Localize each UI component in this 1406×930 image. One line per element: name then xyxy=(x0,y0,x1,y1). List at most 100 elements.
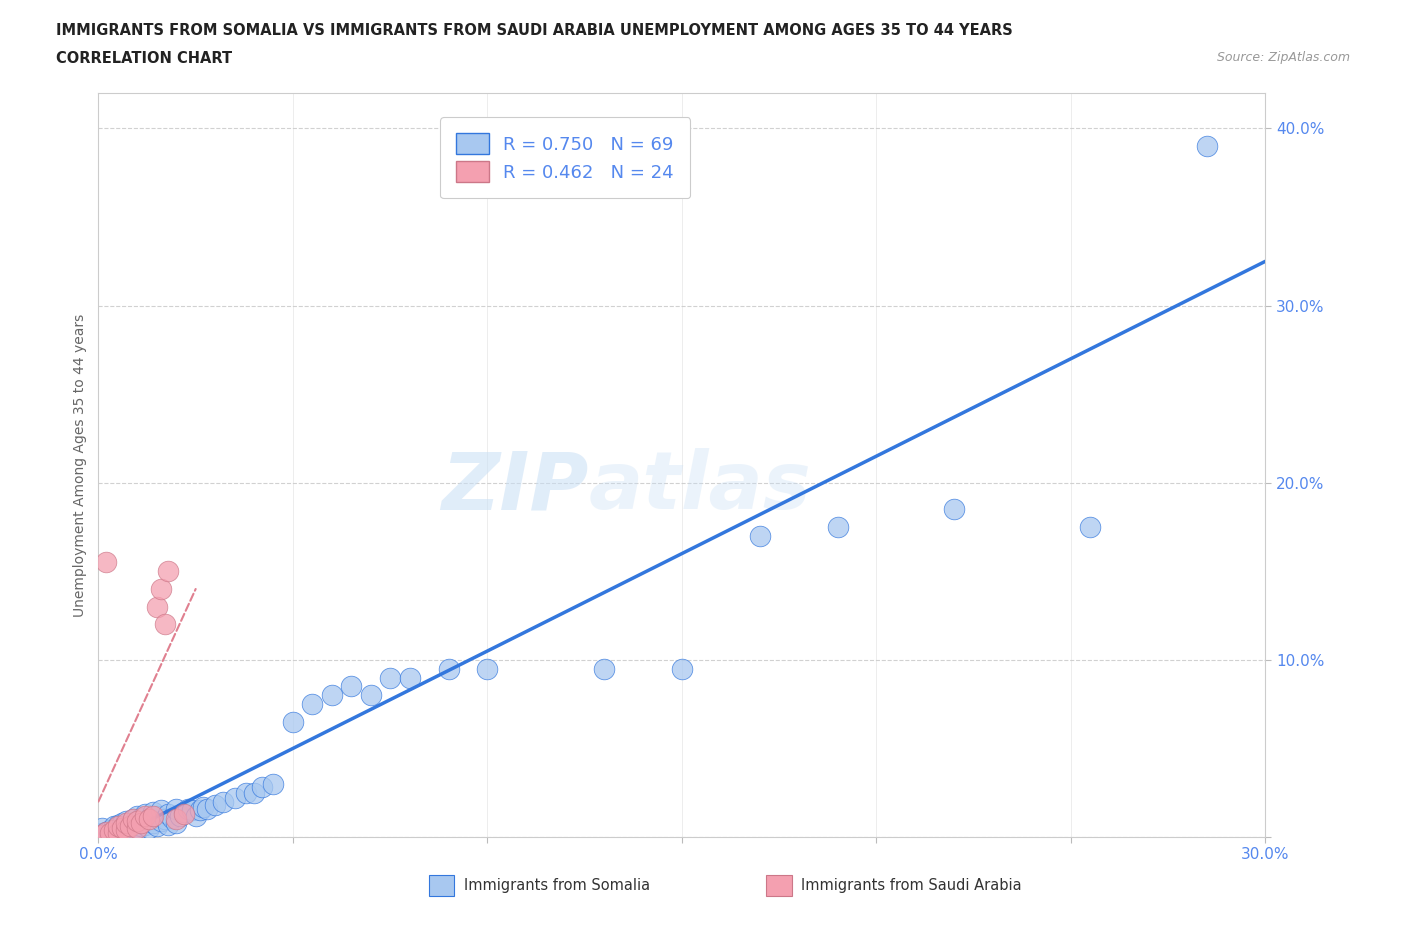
Point xyxy=(103,822,125,837)
Point xyxy=(142,808,165,823)
Point xyxy=(149,803,172,817)
Point xyxy=(250,780,273,795)
Point xyxy=(122,812,145,827)
Text: ZIP: ZIP xyxy=(441,448,589,526)
Point xyxy=(321,688,343,703)
Point xyxy=(142,804,165,819)
Point xyxy=(107,826,129,841)
Point xyxy=(340,679,363,694)
Point xyxy=(127,820,149,835)
Point xyxy=(114,820,136,835)
Point xyxy=(437,661,460,676)
Point xyxy=(96,824,118,839)
Point xyxy=(180,803,202,817)
Point xyxy=(122,819,145,834)
Point xyxy=(98,822,121,837)
Point xyxy=(134,817,156,832)
Point xyxy=(398,671,420,685)
Point xyxy=(193,800,215,815)
Point xyxy=(111,816,134,830)
Point xyxy=(107,817,129,832)
Text: CORRELATION CHART: CORRELATION CHART xyxy=(56,51,232,66)
Point xyxy=(129,810,152,825)
Point xyxy=(114,816,136,830)
Point xyxy=(157,564,180,578)
Point xyxy=(96,824,118,839)
Point xyxy=(107,824,129,839)
Point xyxy=(162,810,184,825)
Point xyxy=(96,555,118,570)
Text: Source: ZipAtlas.com: Source: ZipAtlas.com xyxy=(1216,51,1350,64)
Point xyxy=(98,826,121,841)
Text: atlas: atlas xyxy=(589,448,811,526)
Point xyxy=(127,808,149,823)
Point xyxy=(177,802,200,817)
Text: IMMIGRANTS FROM SOMALIA VS IMMIGRANTS FROM SAUDI ARABIA UNEMPLOYMENT AMONG AGES : IMMIGRANTS FROM SOMALIA VS IMMIGRANTS FR… xyxy=(56,23,1012,38)
Point xyxy=(169,808,191,823)
Point xyxy=(184,808,207,823)
Point xyxy=(118,824,141,839)
Point xyxy=(129,819,152,834)
Point xyxy=(103,819,125,834)
Point xyxy=(301,697,323,711)
Point xyxy=(114,822,136,837)
Point xyxy=(243,785,266,800)
Point xyxy=(378,671,402,685)
Point xyxy=(1195,139,1218,153)
Point xyxy=(138,812,160,827)
Point xyxy=(593,661,616,676)
Point xyxy=(827,520,849,535)
Point xyxy=(671,661,693,676)
Point xyxy=(173,804,195,819)
Point xyxy=(122,812,145,827)
Text: Immigrants from Saudi Arabia: Immigrants from Saudi Arabia xyxy=(801,878,1022,893)
Point xyxy=(146,808,169,823)
Point xyxy=(91,826,114,841)
Point xyxy=(281,714,304,729)
Point xyxy=(146,599,169,614)
Point xyxy=(91,828,114,843)
Legend: R = 0.750   N = 69, R = 0.462   N = 24: R = 0.750 N = 69, R = 0.462 N = 24 xyxy=(440,117,690,198)
Point xyxy=(262,777,284,791)
Point xyxy=(173,806,195,821)
Point xyxy=(149,581,172,596)
Point xyxy=(212,794,235,809)
Point xyxy=(98,828,121,843)
Point xyxy=(91,820,114,835)
Point xyxy=(204,798,226,813)
Point xyxy=(195,802,218,817)
Point xyxy=(142,816,165,830)
Y-axis label: Unemployment Among Ages 35 to 44 years: Unemployment Among Ages 35 to 44 years xyxy=(73,313,87,617)
Point xyxy=(157,817,180,832)
Point xyxy=(134,806,156,821)
Point xyxy=(127,822,149,837)
Text: Immigrants from Somalia: Immigrants from Somalia xyxy=(464,878,650,893)
Point xyxy=(157,806,180,821)
Point xyxy=(477,661,499,676)
Point xyxy=(165,802,187,817)
Point xyxy=(103,826,125,841)
Point xyxy=(165,812,187,827)
Point xyxy=(360,688,382,703)
Point xyxy=(188,803,211,817)
Point xyxy=(107,819,129,834)
Point xyxy=(153,617,176,631)
Point xyxy=(118,817,141,832)
Point xyxy=(127,814,149,829)
Point xyxy=(165,816,187,830)
Point xyxy=(138,820,160,835)
Point xyxy=(127,816,149,830)
Point xyxy=(138,812,160,827)
Point xyxy=(111,820,134,835)
Point xyxy=(1080,520,1102,535)
Point xyxy=(224,790,246,805)
Point xyxy=(153,812,176,827)
Point xyxy=(149,814,172,829)
Point xyxy=(943,502,966,517)
Point xyxy=(235,785,257,800)
Point xyxy=(118,819,141,834)
Point xyxy=(146,819,169,834)
Point xyxy=(748,528,770,543)
Point xyxy=(129,816,152,830)
Point xyxy=(134,808,156,823)
